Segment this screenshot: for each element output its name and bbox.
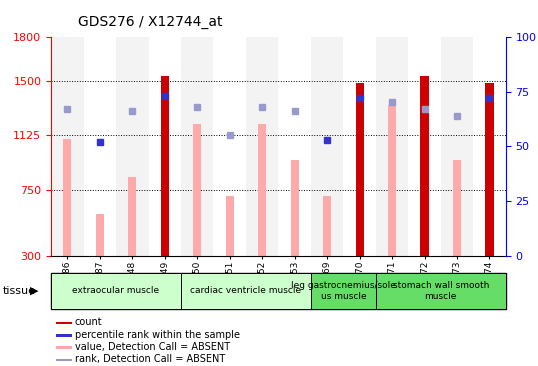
Bar — [473, 37, 506, 256]
Bar — [96, 214, 104, 256]
Bar — [181, 37, 214, 256]
Bar — [485, 83, 493, 256]
Text: stomach wall smooth
muscle: stomach wall smooth muscle — [393, 281, 489, 301]
Text: tissue: tissue — [3, 286, 36, 296]
Bar — [311, 37, 343, 256]
Bar — [148, 37, 181, 256]
Text: ▶: ▶ — [30, 286, 38, 296]
Bar — [181, 273, 311, 309]
Bar — [193, 124, 201, 256]
Bar — [408, 37, 441, 256]
Bar — [421, 76, 429, 256]
Text: value, Detection Call = ABSENT: value, Detection Call = ABSENT — [75, 342, 230, 352]
Text: count: count — [75, 317, 102, 327]
Bar — [51, 273, 181, 309]
Text: extraocular muscle: extraocular muscle — [73, 287, 160, 295]
Bar — [161, 76, 169, 256]
Bar — [388, 105, 396, 256]
Bar — [441, 37, 473, 256]
Bar — [55, 322, 72, 324]
Bar — [116, 37, 148, 256]
Bar — [225, 196, 234, 256]
Bar — [55, 347, 72, 349]
Bar — [128, 177, 136, 256]
Bar — [323, 196, 331, 256]
Text: GDS276 / X12744_at: GDS276 / X12744_at — [78, 15, 223, 29]
Bar — [83, 37, 116, 256]
Text: percentile rank within the sample: percentile rank within the sample — [75, 330, 240, 340]
Text: rank, Detection Call = ABSENT: rank, Detection Call = ABSENT — [75, 355, 225, 365]
Bar — [51, 37, 83, 256]
Text: leg gastrocnemius/sole
us muscle: leg gastrocnemius/sole us muscle — [291, 281, 396, 301]
Bar — [291, 160, 299, 256]
Bar — [311, 273, 376, 309]
Bar — [63, 139, 72, 256]
Bar — [55, 334, 72, 337]
Bar — [453, 160, 461, 256]
Bar — [258, 124, 266, 256]
Bar — [279, 37, 311, 256]
Bar — [376, 273, 506, 309]
Bar — [356, 83, 364, 256]
Bar — [343, 37, 376, 256]
Bar — [214, 37, 246, 256]
Text: cardiac ventricle muscle: cardiac ventricle muscle — [190, 287, 301, 295]
Bar — [55, 359, 72, 361]
Bar — [246, 37, 278, 256]
Bar — [376, 37, 408, 256]
